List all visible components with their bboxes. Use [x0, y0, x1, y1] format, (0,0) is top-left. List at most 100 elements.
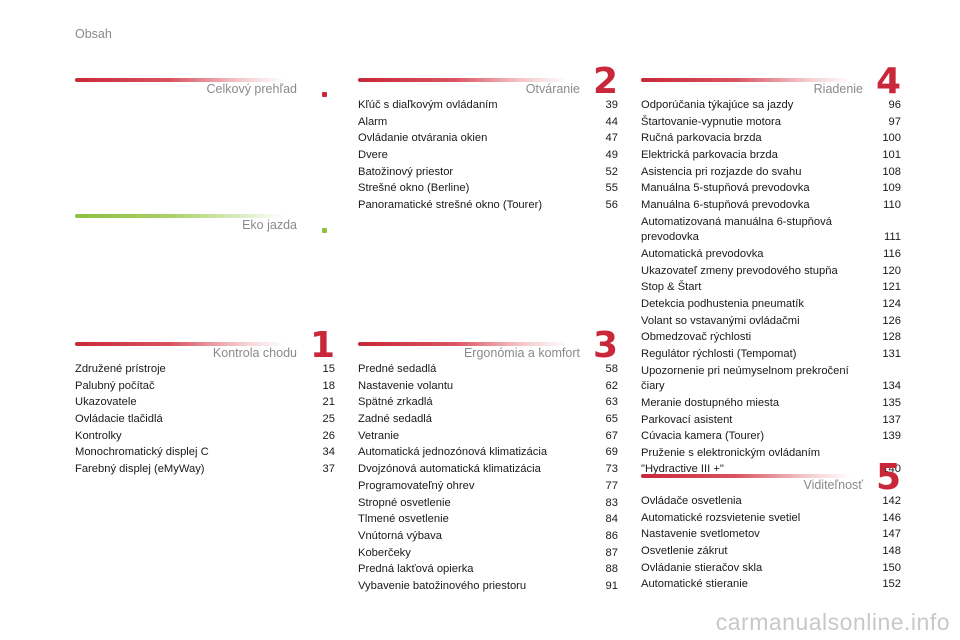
toc-entry[interactable]: Automatická prevodovka 116: [641, 247, 901, 263]
toc-entry[interactable]: Asistencia pri rozjazde do svahu 108: [641, 165, 901, 181]
toc-entry-page: 152: [882, 578, 901, 591]
toc-entry-page: 139: [882, 430, 901, 443]
toc-entry[interactable]: Kontrolky 26: [75, 429, 335, 445]
toc-entry[interactable]: Alarm 44: [358, 115, 618, 131]
section-title: Celkový prehľad: [206, 82, 298, 96]
toc-entry[interactable]: Tlmené osvetlenie 84: [358, 512, 618, 528]
toc-entry-title: Regulátor rýchlosti (Tempomat): [641, 348, 797, 361]
toc-entry[interactable]: Kľúč s diaľkovým ovládaním 39: [358, 98, 618, 114]
toc-entry[interactable]: Batožinový priestor 52: [358, 165, 618, 181]
toc-entry[interactable]: Ovládanie otvárania okien 47: [358, 131, 618, 147]
toc-entry-title: Vetranie: [358, 429, 400, 442]
toc-entry[interactable]: Automatické rozsvietenie svetiel 146: [641, 511, 901, 527]
toc-entry-page: 67: [605, 429, 618, 442]
toc-entry[interactable]: Obmedzovač rýchlosti 128: [641, 330, 901, 346]
toc-entry-page: 62: [605, 379, 618, 392]
toc-entry[interactable]: Regulátor rýchlosti (Tempomat) 131: [641, 347, 901, 363]
toc-entry[interactable]: Monochromatický displej C 34: [75, 445, 335, 461]
toc-entry[interactable]: Manuálna 5-stupňová prevodovka 109: [641, 181, 901, 197]
toc-entry[interactable]: Panoramatické strešné okno (Tourer) 56: [358, 198, 618, 214]
toc-entry[interactable]: Spätné zrkadlá 63: [358, 395, 618, 411]
section-3: Ergonómia a komfort 3 Predné sedadlá 58 Na…: [358, 328, 618, 596]
toc-entry-title: Elektrická parkovacia brzda: [641, 149, 778, 162]
toc-entry-page: 49: [605, 149, 618, 162]
toc-entry-title: Detekcia podhustenia pneumatík: [641, 298, 804, 311]
toc-entry[interactable]: Elektrická parkovacia brzda 101: [641, 148, 901, 164]
section-eco: Eko jazda: [75, 204, 335, 234]
section-number: 3: [592, 325, 618, 366]
toc-entry[interactable]: Stropné osvetlenie 83: [358, 496, 618, 512]
toc-entry[interactable]: Farebný displej (eMyWay) 37: [75, 462, 335, 478]
toc-entry-page: 134: [882, 380, 901, 393]
toc-entry[interactable]: Osvetlenie zákrut 148: [641, 544, 901, 560]
toc-entry[interactable]: Meranie dostupného miesta 135: [641, 396, 901, 412]
toc-entry[interactable]: Automatické stieranie 152: [641, 577, 901, 593]
toc-entry[interactable]: Pruženie s elektronickým ovládaním "Hydr…: [641, 446, 901, 477]
toc-entry[interactable]: Ovládače osvetlenia 142: [641, 494, 901, 510]
toc-entry[interactable]: Vetranie 67: [358, 429, 618, 445]
toc-entry-page: 26: [322, 429, 335, 442]
toc-entry[interactable]: Ukazovateľ zmeny prevodového stupňa 120: [641, 264, 901, 280]
toc-entry[interactable]: Predné sedadlá 58: [358, 362, 618, 378]
toc-entry-title: Automatické rozsvietenie svetiel: [641, 511, 801, 524]
section-1: Kontrola chodu 1 Združené prístroje 15 Pal…: [75, 328, 335, 479]
toc-entry[interactable]: Združené prístroje 15: [75, 362, 335, 378]
toc-entry-title: Obmedzovač rýchlosti: [641, 331, 752, 344]
toc-entry[interactable]: Automatická jednozónová klimatizácia 69: [358, 445, 618, 461]
toc-entry[interactable]: Palubný počítač 18: [75, 379, 335, 395]
toc-entry[interactable]: Nastavenie volantu 62: [358, 379, 618, 395]
watermark: carmanualsonline.info: [715, 609, 950, 635]
section-header: Ergonómia a komfort 3: [358, 328, 618, 364]
toc-entry[interactable]: Detekcia podhustenia pneumatík 124: [641, 297, 901, 313]
toc-entry[interactable]: Manuálna 6-stupňová prevodovka 110: [641, 198, 901, 214]
toc-entry[interactable]: Parkovací asistent 137: [641, 413, 901, 429]
toc-entry[interactable]: Ručná parkovacia brzda 100: [641, 131, 901, 147]
toc-list: Ovládače osvetlenia 142 Automatické rozsvi…: [641, 494, 901, 593]
toc-entry-title: Manuálna 5-stupňová prevodovka: [641, 182, 810, 195]
toc-entry-title: Ovládacie tlačidlá: [75, 413, 163, 426]
toc-entry-title: Kľúč s diaľkovým ovládaním: [358, 99, 498, 111]
toc-entry[interactable]: Odporúčania týkajúce sa jazdy 96: [641, 98, 901, 114]
toc-entry-page: 120: [882, 264, 901, 277]
section-bar: [641, 474, 851, 478]
toc-entry-page: 96: [888, 99, 901, 111]
section-number: 5: [875, 457, 901, 498]
toc-entry[interactable]: Strešné okno (Berline) 55: [358, 181, 618, 197]
toc-entry-page: 109: [882, 182, 901, 195]
toc-entry[interactable]: Upozornenie pri neúmyselnom prekročení č…: [641, 364, 901, 395]
toc-entry-page: 97: [888, 115, 901, 128]
toc-entry-title: Parkovací asistent: [641, 413, 733, 426]
toc-entry[interactable]: Štartovanie-vypnutie motora 97: [641, 115, 901, 131]
section-header: Eko jazda: [75, 204, 335, 234]
toc-entry-title: Štartovanie-vypnutie motora: [641, 115, 781, 128]
section-title: Riadenie: [813, 82, 863, 96]
toc-entry[interactable]: Programovateľný ohrev 77: [358, 479, 618, 495]
toc-entry-page: 91: [605, 579, 618, 592]
toc-entry[interactable]: Dvojzónová automatická klimatizácia 73: [358, 462, 618, 478]
toc-list: Združené prístroje 15 Palubný počítač 18 Uka…: [75, 362, 335, 478]
toc-entry-page: 126: [882, 314, 901, 327]
toc-entry[interactable]: Vnútorná výbava 86: [358, 529, 618, 545]
toc-entry[interactable]: Stop & Štart 121: [641, 280, 901, 296]
toc-entry-title: Palubný počítač: [75, 379, 155, 392]
toc-entry-page: 124: [882, 298, 901, 311]
section-title: Viditeľnosť: [803, 478, 863, 492]
toc-entry[interactable]: Dvere 49: [358, 148, 618, 164]
section-4: Riadenie 4 Odporúčania týkajúce sa jazdy…: [641, 64, 901, 478]
toc-entry[interactable]: Ukazovatele 21: [75, 395, 335, 411]
toc-entry[interactable]: Volant so vstavanými ovládačmi 126: [641, 314, 901, 330]
toc-entry[interactable]: Nastavenie svetlometov 147: [641, 527, 901, 543]
toc-entry[interactable]: Predná lakťová opierka 88: [358, 562, 618, 578]
section-marker-dot: [322, 228, 327, 233]
toc-entry[interactable]: Cúvacia kamera (Tourer) 139: [641, 429, 901, 445]
toc-entry[interactable]: Vybavenie batožinového priestoru 91: [358, 579, 618, 595]
toc-entry[interactable]: Ovládanie stieračov skla 150: [641, 561, 901, 577]
section-bar: [358, 342, 568, 346]
toc-entry-page: 55: [605, 182, 618, 195]
toc-entry[interactable]: Koberčeky 87: [358, 546, 618, 562]
section-bar: [75, 214, 285, 218]
toc-entry[interactable]: Ovládacie tlačidlá 25: [75, 412, 335, 428]
toc-entry-page: 47: [605, 132, 618, 145]
toc-entry[interactable]: Automatizovaná manuálna 6-stupňová prevo…: [641, 215, 901, 246]
toc-entry[interactable]: Zadné sedadlá 65: [358, 412, 618, 428]
